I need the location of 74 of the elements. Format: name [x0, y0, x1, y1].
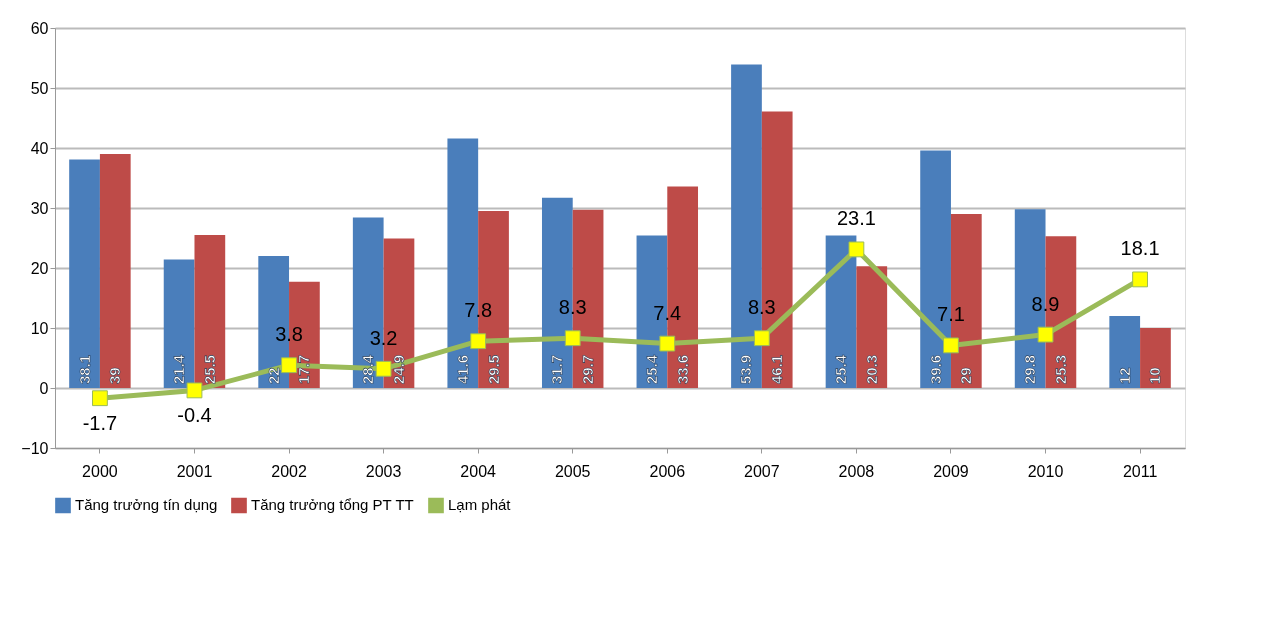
- data-label: 17.7: [295, 354, 313, 384]
- bar: [1140, 328, 1171, 388]
- data-label: 33.6: [673, 354, 691, 384]
- point: [470, 333, 487, 350]
- y-tick-label: 60: [30, 19, 49, 37]
- x-tick-label: 2010: [1027, 462, 1064, 480]
- data-label: 23.1: [836, 207, 876, 230]
- data-label: -0.4: [177, 404, 212, 427]
- bar: [163, 259, 195, 388]
- data-label: 31.7: [548, 354, 566, 384]
- data-label: 18.1: [1120, 237, 1160, 260]
- data-label: 39: [106, 367, 124, 384]
- x-tick-label: 2009: [933, 462, 969, 480]
- point: [1037, 326, 1054, 343]
- legend-label: Lạm phát: [448, 496, 512, 514]
- point: [1132, 271, 1148, 288]
- legend-label: Tăng trưởng tổng PT TT: [251, 496, 414, 514]
- legend-label: Tăng trưởng tín dụng: [75, 496, 218, 514]
- data-label: 25.5: [200, 354, 218, 384]
- data-label: 25.4: [642, 354, 660, 384]
- point: [848, 241, 865, 258]
- x-tick-label: 2004: [460, 462, 497, 480]
- data-label: 29: [957, 367, 975, 384]
- data-label: 21.4: [170, 354, 188, 384]
- point: [753, 330, 770, 347]
- point: [186, 382, 203, 399]
- bar: [69, 159, 100, 388]
- y-tick-label: 30: [30, 199, 49, 217]
- x-tick-label: 2002: [271, 462, 307, 480]
- y-tick-label: −10: [21, 439, 49, 457]
- point: [92, 390, 108, 407]
- data-label: 29.5: [484, 354, 502, 384]
- data-label: 39.6: [926, 354, 944, 384]
- x-tick-label: 2000: [82, 462, 118, 480]
- y-tick-label: 40: [30, 139, 49, 157]
- data-label: 8.3: [747, 296, 776, 319]
- data-label: 3.2: [369, 326, 398, 349]
- y-tick-label: 50: [30, 79, 49, 97]
- bar: [856, 266, 888, 388]
- data-label: 38.1: [75, 354, 93, 384]
- x-tick-label: 2008: [838, 462, 875, 480]
- bar: [194, 235, 226, 388]
- data-label: -1.7: [82, 412, 118, 435]
- data-label: 10: [1146, 367, 1164, 384]
- data-label: 24.9: [389, 354, 407, 384]
- bar: [99, 154, 131, 388]
- data-label: 28.4: [359, 354, 377, 384]
- data-label: 29.7: [579, 354, 597, 384]
- data-label: 20.3: [862, 354, 880, 384]
- point: [281, 357, 297, 374]
- y-tick-label: 10: [30, 319, 49, 337]
- data-label: 12: [1115, 367, 1133, 384]
- bar: [1109, 316, 1141, 388]
- x-tick-label: 2007: [744, 462, 780, 480]
- x-tick-label: 2011: [1122, 462, 1158, 480]
- x-tick-label: 2001: [176, 462, 213, 480]
- y-tick-label: 0: [39, 379, 49, 397]
- point: [659, 335, 676, 352]
- data-label: 25.3: [1051, 354, 1069, 384]
- x-tick-label: 2005: [554, 462, 591, 480]
- data-label: 7.1: [937, 303, 965, 326]
- y-tick-label: 20: [30, 259, 49, 277]
- data-label: 41.6: [453, 354, 471, 384]
- data-label: 53.9: [737, 354, 755, 384]
- data-label: 3.8: [275, 323, 303, 346]
- data-label: 29.8: [1021, 354, 1039, 384]
- point: [375, 360, 392, 377]
- data-label: 46.1: [768, 354, 786, 384]
- point: [943, 337, 959, 354]
- point: [564, 330, 581, 347]
- data-label: 22: [264, 367, 282, 384]
- x-tick-label: 2006: [649, 462, 686, 480]
- x-tick-label: 2003: [365, 462, 402, 480]
- data-label: 25.4: [832, 354, 850, 384]
